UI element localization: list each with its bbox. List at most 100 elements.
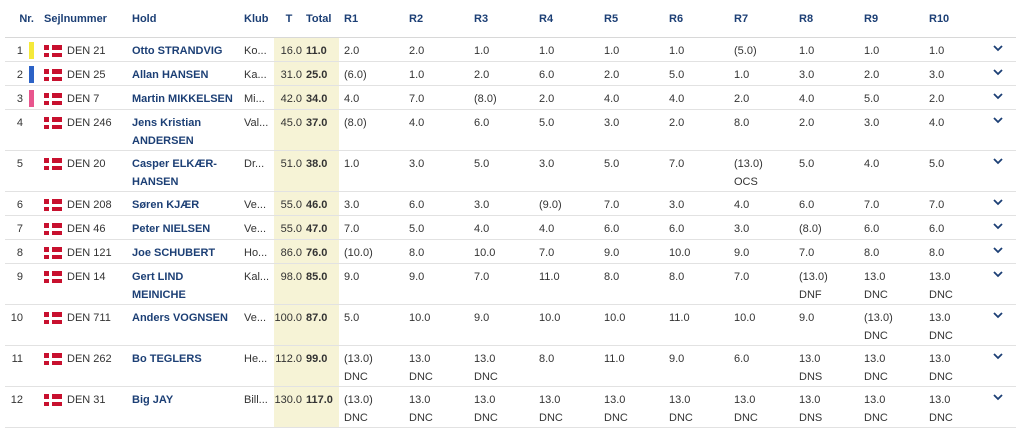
table-row[interactable]: 5 DEN 20 Casper ELKÆR-HANSEN Dr... 51.0 38.0 1… (5, 150, 1016, 192)
team-cell[interactable]: Otto STRANDVIG (126, 37, 238, 62)
table-row[interactable]: 11 DEN 262 Bo TEGLERS He... 112.0 99.0 (13.0) D… (5, 345, 1016, 387)
chevron-down-icon[interactable] (992, 93, 1003, 100)
chevron-down-icon[interactable] (992, 312, 1003, 319)
team-cell[interactable]: Joe SCHUBERT (126, 239, 238, 264)
table-row[interactable]: 1 DEN 21 Otto STRANDVIG Ko... 16.0 11.0 2.0 2.0… (5, 37, 1016, 62)
race-cell: 5.0 (664, 61, 729, 86)
header-total[interactable]: Total (304, 0, 339, 38)
table-row[interactable]: 7 DEN 46 Peter NIELSEN Ve... 55.0 47.0 7.0 5.0 4… (5, 215, 1016, 240)
expand-cell[interactable] (979, 215, 1016, 240)
table-row[interactable]: 12 DEN 31 Big JAY Bill... 130.0 117.0 (13.0) DN… (5, 386, 1016, 428)
expand-cell[interactable] (979, 386, 1016, 428)
header-r9[interactable]: R9 (859, 0, 924, 38)
sailor-name[interactable]: Jens Kristian ANDERSEN (132, 117, 202, 147)
race-code: DNC (864, 330, 888, 342)
race-cell: 9.0 (404, 263, 469, 305)
race-cell: 13.0 DNC (924, 345, 979, 387)
race-score: (13.0) (344, 394, 373, 406)
chevron-down-icon[interactable] (992, 247, 1003, 254)
team-cell[interactable]: Anders VOGNSEN (126, 304, 238, 346)
table-row[interactable]: 10 DEN 711 Anders VOGNSEN Ve... 100.0 87.0 5.0… (5, 304, 1016, 346)
chevron-down-icon[interactable] (992, 158, 1003, 165)
t-cell: 51.0 (274, 150, 304, 192)
race-cell: 6.0 (924, 215, 979, 240)
race-score: 6.0 (864, 223, 880, 235)
header-r5[interactable]: R5 (599, 0, 664, 38)
race-cell: 11.0 (664, 304, 729, 346)
header-r8[interactable]: R8 (794, 0, 859, 38)
header-sail-number[interactable]: Sejlnummer (38, 0, 126, 38)
header-t[interactable]: T (274, 0, 304, 38)
leader-color-bar (29, 90, 34, 107)
table-row[interactable]: 6 DEN 208 Søren KJÆR Ve... 55.0 46.0 3.0 6.0 3.0… (5, 191, 1016, 216)
rank-cell: 1 (5, 37, 38, 62)
expand-cell[interactable] (979, 150, 1016, 192)
header-r4[interactable]: R4 (534, 0, 599, 38)
header-nr[interactable]: Nr. (5, 0, 38, 38)
team-cell[interactable]: Allan HANSEN (126, 61, 238, 86)
chevron-down-icon[interactable] (992, 199, 1003, 206)
header-team[interactable]: Hold (126, 0, 238, 38)
sailor-name[interactable]: Joe SCHUBERT (132, 247, 216, 259)
table-row[interactable]: 2 DEN 25 Allan HANSEN Ka... 31.0 25.0 (6.0) 1.0… (5, 61, 1016, 86)
rank-cell: 8 (5, 239, 38, 264)
sailor-name[interactable]: Casper ELKÆR-HANSEN (132, 158, 217, 188)
team-cell[interactable]: Bo TEGLERS (126, 345, 238, 387)
team-cell[interactable]: Martin MIKKELSEN (126, 85, 238, 110)
team-cell[interactable]: Søren KJÆR (126, 191, 238, 216)
sailor-name[interactable]: Peter NIELSEN (132, 223, 211, 235)
header-r10[interactable]: R10 (924, 0, 979, 38)
sailor-name[interactable]: Bo TEGLERS (132, 353, 202, 365)
expand-cell[interactable] (979, 37, 1016, 62)
expand-cell[interactable] (979, 85, 1016, 110)
team-cell[interactable]: Peter NIELSEN (126, 215, 238, 240)
t-cell: 130.0 (274, 386, 304, 428)
sailor-name[interactable]: Gert LIND MEINICHE (132, 271, 186, 301)
team-cell[interactable]: Casper ELKÆR-HANSEN (126, 150, 238, 192)
chevron-down-icon[interactable] (992, 353, 1003, 360)
table-row[interactable]: 9 DEN 14 Gert LIND MEINICHE Kal... 98.0 85.0 9… (5, 263, 1016, 305)
race-score: 10.0 (474, 247, 496, 259)
chevron-down-icon[interactable] (992, 394, 1003, 401)
sailor-name[interactable]: Big JAY (132, 394, 174, 406)
race-cell: 5.0 (339, 304, 404, 346)
race-score: 5.0 (604, 158, 620, 170)
chevron-down-icon[interactable] (992, 223, 1003, 230)
expand-cell[interactable] (979, 263, 1016, 305)
expand-cell[interactable] (979, 304, 1016, 346)
table-row[interactable]: 3 DEN 7 Martin MIKKELSEN Mi... 42.0 34.0 4.0 7.… (5, 85, 1016, 110)
expand-cell[interactable] (979, 61, 1016, 86)
team-cell[interactable]: Gert LIND MEINICHE (126, 263, 238, 305)
header-r6[interactable]: R6 (664, 0, 729, 38)
header-r7[interactable]: R7 (729, 0, 794, 38)
chevron-down-icon[interactable] (992, 271, 1003, 278)
header-row: Nr. Sejlnummer Hold Klub T Total R1 R2 R… (5, 0, 1016, 38)
expand-cell[interactable] (979, 191, 1016, 216)
expand-cell[interactable] (979, 345, 1016, 387)
team-cell[interactable]: Big JAY (126, 386, 238, 428)
table-row[interactable]: 4 DEN 246 Jens Kristian ANDERSEN Val... 45.0… (5, 109, 1016, 151)
chevron-down-icon[interactable] (992, 69, 1003, 76)
sailor-name[interactable]: Søren KJÆR (132, 199, 200, 211)
t-value: 130.0 (274, 394, 302, 406)
sailor-name[interactable]: Otto STRANDVIG (132, 45, 223, 57)
chevron-down-icon[interactable] (992, 45, 1003, 52)
expand-cell[interactable] (979, 109, 1016, 151)
sailor-name[interactable]: Allan HANSEN (132, 69, 209, 81)
sailor-name[interactable]: Anders VOGNSEN (132, 312, 228, 324)
chevron-down-icon[interactable] (992, 117, 1003, 124)
rank: 11 (11, 353, 23, 365)
race-cell: 1.0 (469, 37, 534, 62)
total-cell: 37.0 (304, 109, 339, 151)
expand-cell[interactable] (979, 239, 1016, 264)
sailor-name[interactable]: Martin MIKKELSEN (132, 93, 233, 105)
race-score: 7.0 (474, 271, 490, 283)
team-cell[interactable]: Jens Kristian ANDERSEN (126, 109, 238, 151)
header-r1[interactable]: R1 (339, 0, 404, 38)
header-r2[interactable]: R2 (404, 0, 469, 38)
table-row[interactable]: 8 DEN 121 Joe SCHUBERT Ho... 86.0 76.0 (10.0) 8… (5, 239, 1016, 264)
race-cell: 3.0 (534, 150, 599, 192)
header-r3[interactable]: R3 (469, 0, 534, 38)
header-club[interactable]: Klub (238, 0, 274, 38)
total-cell: 87.0 (304, 304, 339, 346)
